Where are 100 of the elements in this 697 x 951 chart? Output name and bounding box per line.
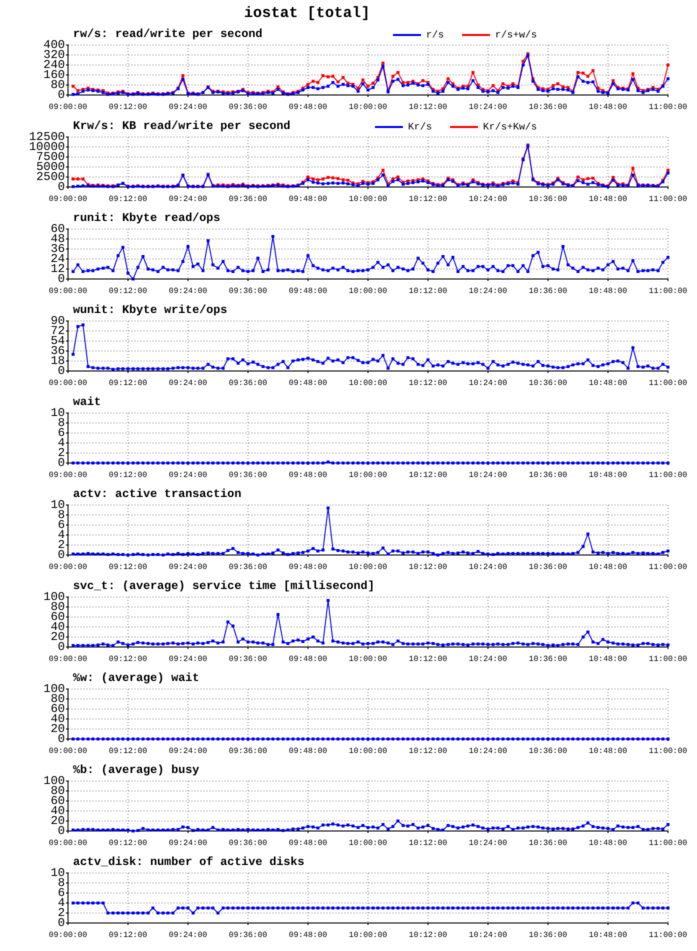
x-tick-label: 10:12:00 xyxy=(408,746,448,756)
x-tick-label: 10:00:00 xyxy=(348,470,388,480)
x-tick-label: 09:24:00 xyxy=(168,930,208,940)
x-tick-label: 09:36:00 xyxy=(228,562,268,572)
x-tick-label: 10:36:00 xyxy=(528,838,568,848)
x-tick-label: 11:00:00 xyxy=(648,194,688,204)
x-tick-label: 10:48:00 xyxy=(588,378,628,388)
x-tick-label: 10:36:00 xyxy=(528,102,568,112)
x-tick-label: 10:48:00 xyxy=(588,654,628,664)
x-tick-label: 10:24:00 xyxy=(468,838,508,848)
x-tick-label: 11:00:00 xyxy=(648,286,688,296)
x-tick-label: 10:48:00 xyxy=(588,838,628,848)
x-tick-label: 09:00:00 xyxy=(48,194,88,204)
chart-title: actv_disk: number of active disks xyxy=(73,855,304,869)
x-tick-label: 11:00:00 xyxy=(648,102,688,112)
y-tick-label: 0 xyxy=(58,640,65,654)
x-tick-label: 10:00:00 xyxy=(348,286,388,296)
x-tick-label: 10:36:00 xyxy=(528,930,568,940)
x-tick-label: 09:48:00 xyxy=(288,930,328,940)
x-tick-label: 11:00:00 xyxy=(648,562,688,572)
chart-title: iostat [total] xyxy=(242,5,372,22)
y-tick-label: 0 xyxy=(58,180,65,194)
x-tick-label: 09:24:00 xyxy=(168,746,208,756)
x-tick-label: 09:36:00 xyxy=(228,838,268,848)
x-tick-label: 09:48:00 xyxy=(288,562,328,572)
x-tick-label: 09:00:00 xyxy=(48,654,88,664)
x-tick-label: 10:00:00 xyxy=(348,562,388,572)
x-tick-label: 11:00:00 xyxy=(648,654,688,664)
chart-title: wunit: Kbyte write/ops xyxy=(73,303,228,317)
x-tick-label: 09:12:00 xyxy=(108,378,148,388)
x-tick-label: 10:24:00 xyxy=(468,286,508,296)
y-tick-label: 0 xyxy=(58,88,65,102)
x-tick-label: 10:24:00 xyxy=(468,378,508,388)
x-tick-label: 10:48:00 xyxy=(588,194,628,204)
x-tick-label: 09:24:00 xyxy=(168,470,208,480)
x-tick-label: 09:12:00 xyxy=(108,930,148,940)
x-tick-label: 09:24:00 xyxy=(168,102,208,112)
x-tick-label: 09:36:00 xyxy=(228,930,268,940)
x-tick-label: 10:12:00 xyxy=(408,286,448,296)
x-tick-label: 10:36:00 xyxy=(528,746,568,756)
chart-title: svc_t: (average) service time [millisecond] xyxy=(73,579,375,593)
x-tick-label: 10:48:00 xyxy=(588,562,628,572)
x-tick-label: 11:00:00 xyxy=(648,470,688,480)
x-tick-label: 10:12:00 xyxy=(408,470,448,480)
x-tick-label: 09:48:00 xyxy=(288,286,328,296)
x-tick-label: 10:00:00 xyxy=(348,654,388,664)
x-tick-label: 09:12:00 xyxy=(108,654,148,664)
x-tick-label: 09:00:00 xyxy=(48,746,88,756)
x-tick-label: 10:48:00 xyxy=(588,930,628,940)
x-tick-label: 10:36:00 xyxy=(528,194,568,204)
x-tick-label: 10:12:00 xyxy=(408,930,448,940)
x-tick-label: 09:48:00 xyxy=(288,746,328,756)
x-tick-label: 09:12:00 xyxy=(108,838,148,848)
x-tick-label: 11:00:00 xyxy=(648,378,688,388)
chart-title: %w: (average) wait xyxy=(73,671,200,685)
x-tick-label: 10:48:00 xyxy=(588,102,628,112)
chart-title: runit: Kbyte read/ops xyxy=(73,211,220,225)
x-tick-label: 09:12:00 xyxy=(108,286,148,296)
x-tick-label: 09:48:00 xyxy=(288,194,328,204)
x-tick-label: 10:12:00 xyxy=(408,562,448,572)
x-tick-label: 09:00:00 xyxy=(48,470,88,480)
x-tick-label: 10:24:00 xyxy=(468,930,508,940)
legend-label: Kr/s+Kw/s xyxy=(482,122,538,134)
chart-subtitle: rw/s: read/write per second xyxy=(73,27,262,41)
y-tick-label: 0 xyxy=(58,364,65,378)
x-tick-label: 10:12:00 xyxy=(408,378,448,388)
x-tick-label: 09:24:00 xyxy=(168,194,208,204)
x-tick-label: 10:00:00 xyxy=(348,930,388,940)
y-tick-label: 0 xyxy=(58,916,65,930)
x-tick-label: 09:48:00 xyxy=(288,838,328,848)
x-tick-label: 09:00:00 xyxy=(48,838,88,848)
x-tick-label: 09:24:00 xyxy=(168,286,208,296)
x-tick-label: 09:36:00 xyxy=(228,378,268,388)
y-tick-label: 0 xyxy=(58,824,65,838)
x-tick-label: 10:24:00 xyxy=(468,470,508,480)
chart-title: %b: (average) busy xyxy=(73,763,200,777)
x-tick-label: 09:36:00 xyxy=(228,286,268,296)
x-tick-label: 10:00:00 xyxy=(348,194,388,204)
x-tick-label: 09:12:00 xyxy=(108,194,148,204)
y-tick-label: 0 xyxy=(58,548,65,562)
x-tick-label: 10:24:00 xyxy=(468,194,508,204)
y-tick-label: 0 xyxy=(58,732,65,746)
x-tick-label: 09:12:00 xyxy=(108,746,148,756)
x-tick-label: 10:12:00 xyxy=(408,654,448,664)
chart-title: actv: active transaction xyxy=(73,487,242,501)
x-tick-label: 10:48:00 xyxy=(588,470,628,480)
x-tick-label: 11:00:00 xyxy=(648,838,688,848)
y-tick-label: 0 xyxy=(58,456,65,470)
x-tick-label: 10:12:00 xyxy=(408,838,448,848)
legend-label: r/s xyxy=(426,30,444,42)
x-tick-label: 09:12:00 xyxy=(108,102,148,112)
x-tick-label: 09:00:00 xyxy=(48,930,88,940)
x-tick-label: 10:48:00 xyxy=(588,746,628,756)
x-tick-label: 09:36:00 xyxy=(228,102,268,112)
x-tick-label: 09:00:00 xyxy=(48,378,88,388)
x-tick-label: 09:36:00 xyxy=(228,194,268,204)
x-tick-label: 11:00:00 xyxy=(648,930,688,940)
legend-label: r/s+w/s xyxy=(494,30,538,42)
x-tick-label: 09:48:00 xyxy=(288,470,328,480)
x-tick-label: 09:12:00 xyxy=(108,470,148,480)
